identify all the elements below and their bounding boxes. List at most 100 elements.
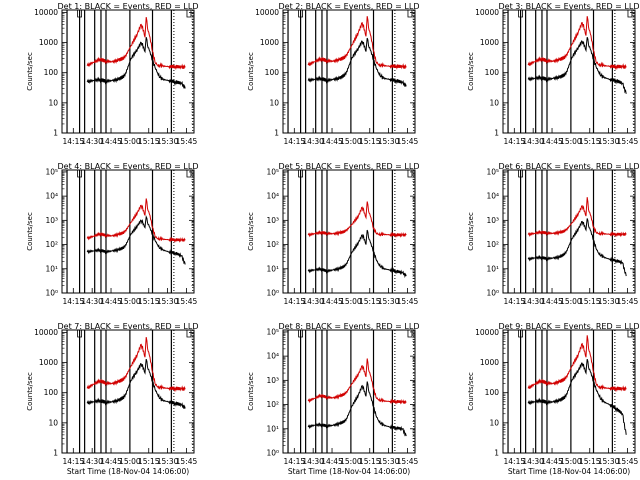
x-tick-label: 14:30 [522, 297, 544, 306]
chart-panel: 1 10 100 1000 10000 14:1514:3014:4515:0015:15… [467, 2, 639, 146]
x-tick-label: 15:00 [560, 137, 582, 146]
x-tick-label: 15:15 [579, 297, 601, 306]
y-tick-label: 100 [44, 388, 59, 397]
chart-panel: 10⁰10¹10²10³10⁴10⁵14:1514:3014:4515:0015… [26, 162, 198, 306]
top-marker [518, 330, 523, 338]
y-tick-label: 10² [486, 240, 499, 249]
chart-title: Det 9: BLACK = Events, RED = LLD [499, 322, 640, 331]
x-tick-label: 15:00 [340, 457, 362, 466]
chart-panel: 10⁰10¹10²10³10⁴10⁵14:1514:3014:4515:0015… [467, 162, 639, 306]
y-axis-label: Counts/sec [247, 52, 255, 91]
top-marker [298, 170, 303, 178]
plot-frame [502, 9, 636, 134]
x-tick-label: 15:00 [119, 457, 141, 466]
y-tick-label: 10000 [255, 8, 279, 17]
x-tick-label: 15:00 [119, 137, 141, 146]
top-marker [627, 170, 633, 178]
y-tick-label: 10 [48, 418, 58, 427]
top-marker [407, 10, 413, 18]
x-tick-label: 15:00 [119, 297, 141, 306]
x-tick-label: 15:15 [138, 137, 160, 146]
y-tick-label: 100 [485, 388, 500, 397]
y-tick-label: 10 [489, 98, 499, 107]
chart-panel: 10⁰10¹10²10³10⁴10⁵14:1514:3014:4515:0015… [247, 322, 419, 476]
y-tick-label: 10³ [45, 216, 58, 225]
x-tick-label: 14:45 [541, 457, 563, 466]
x-axis-label: Start Time (18-Nov-04 14:06:00) [67, 467, 189, 476]
chart-title: Det 4: BLACK = Events, RED = LLD [58, 162, 199, 171]
y-tick-label: 10⁵ [486, 167, 499, 176]
y-tick-label: 1 [494, 129, 499, 138]
x-tick-label: 14:30 [81, 457, 103, 466]
x-tick-label: 14:30 [302, 457, 324, 466]
x-tick-label: 15:15 [359, 137, 381, 146]
y-axis-label: Counts/sec [26, 52, 34, 91]
plot-frame [502, 329, 636, 454]
top-marker [298, 330, 303, 338]
series-line [86, 358, 186, 409]
y-tick-label: 1000 [39, 358, 58, 367]
y-tick-label: 10² [266, 400, 279, 409]
y-tick-label: 10⁰ [486, 289, 499, 298]
x-tick-label: 14:15 [504, 457, 526, 466]
x-tick-label: 14:15 [284, 297, 306, 306]
series-line [307, 381, 407, 437]
y-tick-label: 1 [53, 129, 58, 138]
x-tick-label: 15:45 [176, 457, 198, 466]
x-tick-label: 14:45 [541, 137, 563, 146]
chart-title: Det 5: BLACK = Events, RED = LLD [279, 162, 420, 171]
series-line [86, 37, 186, 89]
y-axis-label: Counts/sec [26, 212, 34, 251]
x-tick-label: 15:30 [598, 297, 620, 306]
x-tick-label: 15:15 [359, 297, 381, 306]
y-tick-label: 100 [265, 68, 280, 77]
y-tick-label: 1000 [260, 38, 279, 47]
top-marker [186, 170, 192, 178]
x-tick-label: 14:45 [541, 297, 563, 306]
y-tick-label: 10² [266, 240, 279, 249]
y-tick-label: 1000 [480, 38, 499, 47]
y-axis-label: Counts/sec [467, 372, 475, 411]
series-line [307, 358, 407, 405]
chart-title: Det 8: BLACK = Events, RED = LLD [279, 322, 420, 331]
series-line [86, 337, 186, 392]
top-marker [186, 330, 192, 338]
x-tick-label: 15:45 [397, 457, 419, 466]
y-tick-label: 10³ [266, 216, 279, 225]
top-marker [627, 330, 633, 338]
x-tick-label: 14:30 [302, 297, 324, 306]
y-tick-label: 1 [494, 449, 499, 458]
series-line [307, 37, 407, 87]
y-tick-label: 1 [53, 449, 58, 458]
top-marker [407, 330, 413, 338]
series-line [86, 215, 186, 265]
top-marker [186, 10, 192, 18]
y-axis-label: Counts/sec [467, 52, 475, 91]
top-marker [77, 10, 82, 18]
x-tick-label: 15:15 [359, 457, 381, 466]
y-tick-label: 10² [45, 240, 58, 249]
plot-frame [61, 329, 195, 454]
y-tick-label: 10¹ [486, 264, 499, 273]
series-line [527, 218, 627, 277]
x-tick-label: 15:30 [157, 297, 179, 306]
x-tick-label: 15:30 [598, 137, 620, 146]
x-tick-label: 14:45 [100, 457, 122, 466]
x-tick-label: 15:15 [138, 457, 160, 466]
y-axis-label: Counts/sec [247, 212, 255, 251]
y-tick-label: 100 [485, 68, 500, 77]
x-tick-label: 15:15 [579, 137, 601, 146]
x-tick-label: 14:30 [522, 457, 544, 466]
top-marker [518, 10, 523, 18]
series-line [527, 335, 627, 392]
chart-title: Det 1: BLACK = Events, RED = LLD [58, 2, 199, 11]
chart-title: Det 7: BLACK = Events, RED = LLD [58, 322, 199, 331]
y-tick-label: 10⁰ [266, 289, 279, 298]
y-tick-label: 10¹ [266, 264, 279, 273]
top-marker [627, 10, 633, 18]
y-tick-label: 10000 [475, 328, 499, 337]
x-tick-label: 15:00 [340, 297, 362, 306]
chart-title: Det 2: BLACK = Events, RED = LLD [279, 2, 420, 11]
chart-panel: 1 10 100 1000 10000 14:1514:3014:4515:0015:15… [247, 2, 419, 146]
y-tick-label: 10⁵ [266, 167, 279, 176]
